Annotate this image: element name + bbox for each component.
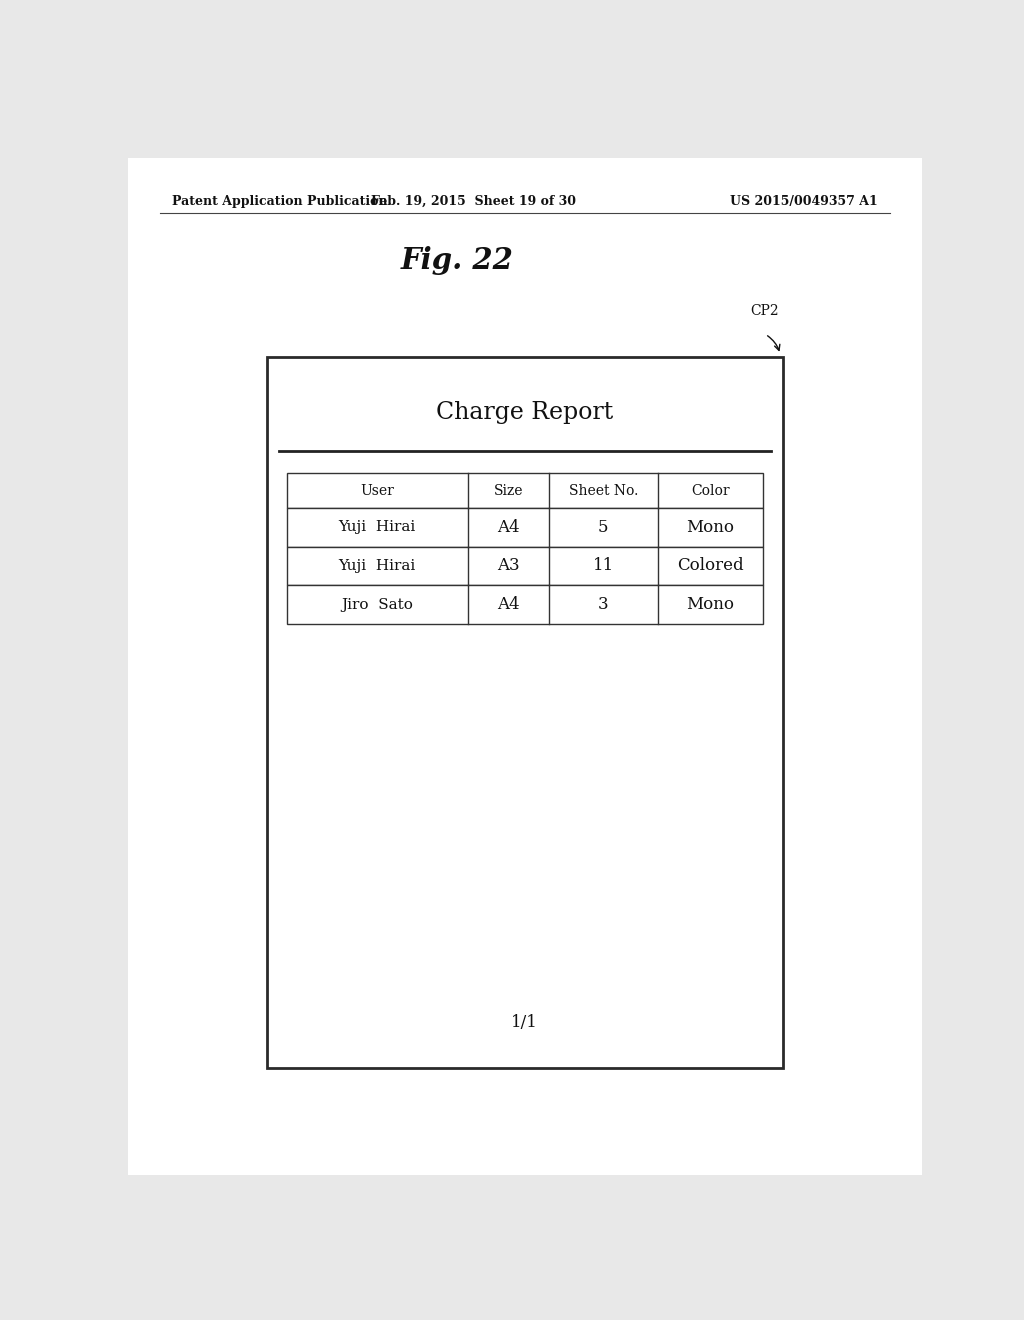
Text: US 2015/0049357 A1: US 2015/0049357 A1 [730,194,878,207]
Text: Feb. 19, 2015  Sheet 19 of 30: Feb. 19, 2015 Sheet 19 of 30 [371,194,575,207]
Text: Size: Size [494,483,523,498]
Text: Yuji  Hirai: Yuji Hirai [339,520,416,535]
Text: Color: Color [691,483,730,498]
Text: Jiro  Sato: Jiro Sato [341,598,413,611]
Text: CP2: CP2 [751,304,778,318]
Text: Mono: Mono [686,519,734,536]
Text: A4: A4 [497,519,519,536]
Text: User: User [360,483,394,498]
Bar [287,474,763,508]
Bar [287,585,763,624]
Text: Mono: Mono [686,597,734,612]
Text: Colored: Colored [677,557,743,574]
Text: A4: A4 [497,597,519,612]
Text: 11: 11 [593,557,614,574]
Text: Charge Report: Charge Report [436,401,613,424]
Text: 3: 3 [598,597,608,612]
Text: Patent Application Publication: Patent Application Publication [172,194,387,207]
Bar [287,508,763,546]
Text: Fig. 22: Fig. 22 [401,246,514,275]
Text: Sheet No.: Sheet No. [568,483,638,498]
Text: Yuji  Hirai: Yuji Hirai [339,558,416,573]
Text: A3: A3 [497,557,519,574]
Text: 1/1: 1/1 [511,1014,539,1031]
Bar [287,546,763,585]
Text: 5: 5 [598,519,608,536]
Bar [267,356,782,1068]
